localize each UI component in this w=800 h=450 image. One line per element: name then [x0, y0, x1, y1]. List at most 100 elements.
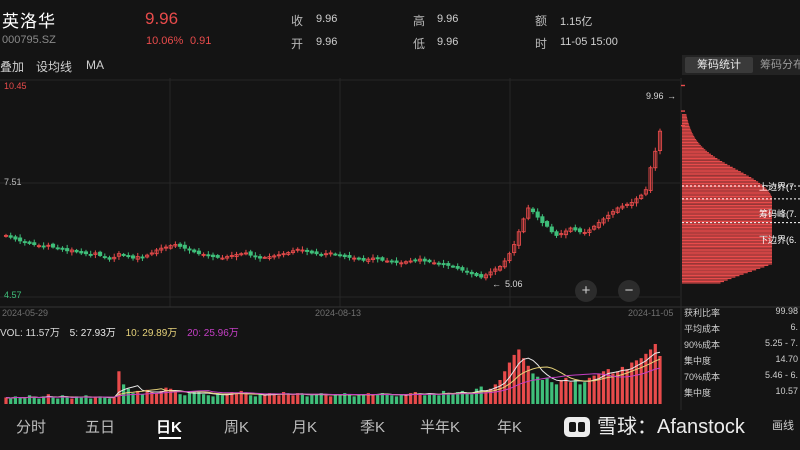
volume-bar: [117, 371, 121, 404]
volume-bar: [84, 395, 88, 404]
volume-bar: [296, 393, 300, 404]
candle-body: [352, 257, 357, 260]
candle-body: [163, 246, 169, 249]
candle-body: [18, 237, 23, 242]
price-axis-mid: 7.51: [4, 177, 22, 187]
volume-value: VOL: 11.57万: [0, 328, 60, 339]
zoom-out-button[interactable]: −: [618, 280, 640, 302]
volume-bar: [352, 396, 356, 404]
candle-body: [88, 253, 93, 256]
candle-body: [276, 254, 281, 257]
volume-bar: [564, 377, 568, 404]
candle-body: [126, 255, 131, 258]
ma-settings-button[interactable]: 设均线: [36, 60, 73, 74]
candle-body: [130, 255, 136, 259]
volume-bar: [300, 394, 305, 404]
candle-body: [592, 225, 597, 230]
tab-chip-stats[interactable]: 筹码统计: [685, 57, 753, 73]
kline-chart[interactable]: 10.45 7.51 4.57 2024-05-29 2024-08-13 20…: [0, 78, 800, 410]
volume-bar: [253, 396, 257, 404]
volume-bar: [4, 397, 8, 404]
volume-bar: [470, 394, 474, 404]
volume-bar: [164, 387, 168, 404]
chip-stat-label: 平均成本: [684, 324, 721, 334]
volume-bar: [225, 394, 229, 404]
volume-bar: [74, 396, 79, 404]
volume-bar: [409, 393, 413, 404]
candle-body: [55, 247, 60, 250]
volume-bar: [314, 394, 319, 404]
chip-stat-label: 70%成本: [684, 372, 721, 382]
candle-body: [497, 266, 503, 271]
volume-bar: [648, 349, 653, 404]
snowball-logo-icon: [564, 417, 590, 437]
candle-body: [79, 251, 84, 254]
candle-body: [215, 255, 220, 258]
candle-body: [573, 227, 578, 231]
volume-bar: [173, 392, 177, 404]
tab-chip-distribution[interactable]: 筹码分布: [760, 59, 800, 71]
volume-bar: [319, 393, 323, 404]
volume-bar: [249, 395, 253, 404]
open-label: 开: [291, 37, 304, 51]
volume-bar: [244, 394, 248, 404]
candle-body: [51, 243, 56, 248]
volume-bar: [517, 349, 521, 404]
volume-bar: [569, 382, 573, 404]
volume-bar: [616, 371, 620, 404]
ma-indicator-button[interactable]: MA: [86, 58, 104, 72]
candle-body: [41, 245, 46, 248]
volume-bar: [545, 377, 549, 404]
volume-bar: [380, 393, 385, 404]
chip-stat-label: 获利比率: [684, 308, 721, 318]
volume-bar: [540, 380, 544, 404]
tab-half-year-k[interactable]: 半年K: [420, 419, 461, 436]
volume-bar: [427, 393, 432, 404]
candle-body: [521, 218, 526, 233]
volume-ma-lines: [5, 351, 661, 399]
volume-bar: [98, 396, 102, 404]
overlay-button[interactable]: 叠加: [0, 60, 25, 74]
volume-bar: [258, 394, 262, 404]
zoom-in-button[interactable]: +: [575, 280, 597, 302]
candle-body: [356, 257, 361, 260]
candle-body: [441, 263, 446, 266]
period-tab-bar: [0, 410, 800, 450]
candle-body: [380, 257, 385, 261]
volume-bar: [192, 390, 196, 404]
tab-weekly-k[interactable]: 周K: [224, 419, 250, 436]
candle-body: [69, 249, 74, 253]
candle-body: [563, 230, 568, 236]
candle-body: [587, 229, 592, 233]
draw-line-button[interactable]: 画线: [772, 420, 794, 432]
volume-bar: [413, 392, 417, 404]
tab-intraday[interactable]: 分时: [16, 419, 47, 436]
volume-bar: [376, 394, 380, 404]
volume-bar: [611, 373, 615, 404]
candle-body: [121, 253, 126, 256]
candle-body: [135, 256, 140, 260]
candle-body: [206, 254, 211, 257]
candle-body: [159, 247, 164, 251]
candle-body: [554, 231, 559, 236]
candle-body: [450, 265, 456, 268]
candle-body: [102, 256, 107, 259]
chip-stat-label: 集中度: [684, 388, 712, 398]
volume-bar: [140, 394, 145, 404]
tab-quarterly-k[interactable]: 季K: [360, 419, 386, 436]
tab-daily-k[interactable]: 日K: [156, 419, 182, 436]
candle-body: [300, 249, 305, 252]
volume-bar: [587, 377, 592, 404]
volume-bar: [206, 395, 210, 404]
tab-monthly-k[interactable]: 月K: [292, 419, 318, 436]
candle-body: [98, 251, 103, 256]
candle-body: [375, 257, 380, 260]
candle-body: [545, 221, 550, 227]
tab-five-day[interactable]: 五日: [85, 419, 116, 436]
tab-yearly-k[interactable]: 年K: [497, 419, 523, 436]
volume-bar: [131, 393, 135, 404]
chip-stat-value: 5.46 - 6.: [764, 370, 798, 380]
candle-body: [601, 218, 606, 224]
candle-body: [483, 274, 488, 279]
candle-body: [361, 257, 366, 261]
